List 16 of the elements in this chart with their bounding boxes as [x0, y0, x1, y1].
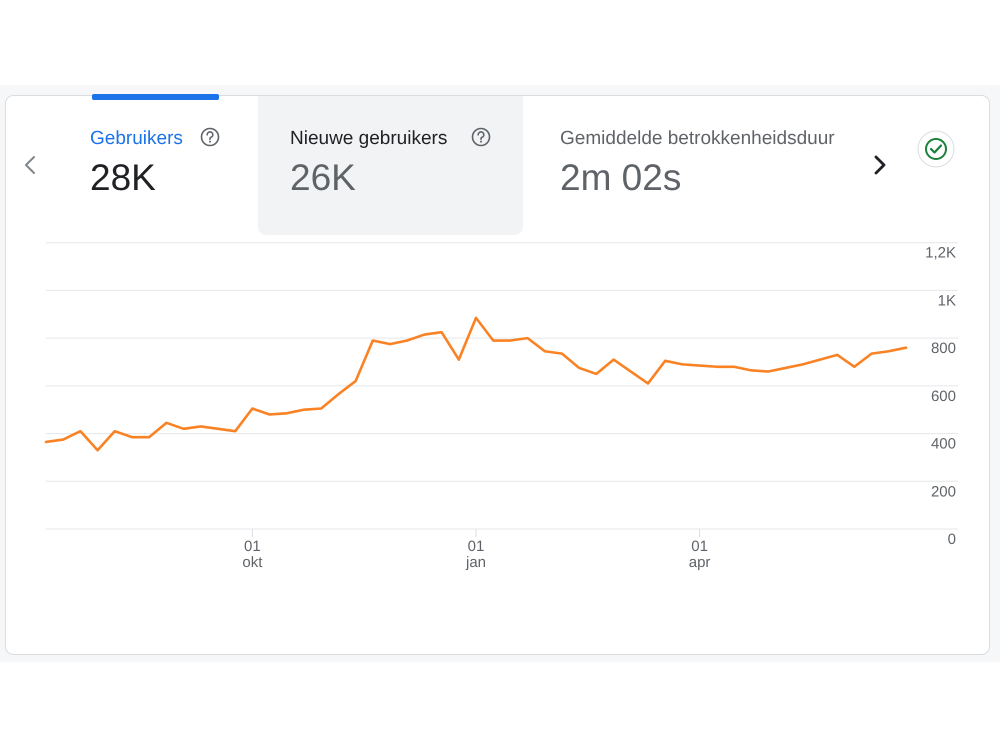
- text: Gebruikers: [90, 128, 183, 149]
- y-tick-label: 1K: [938, 292, 956, 310]
- x-tick-label: 01 jan: [464, 538, 486, 571]
- text: Gemiddelde betrokkenheidsduur: [560, 128, 836, 149]
- x-tick-label: 01 apr: [688, 538, 710, 571]
- y-tick-label: 200: [930, 483, 956, 500]
- y-tick-label: 0: [948, 531, 956, 548]
- text: 2m 02s: [560, 157, 682, 198]
- y-tick-label: 600: [930, 388, 956, 405]
- text: 26K: [290, 157, 356, 198]
- y-tick-label: 1,2K: [925, 244, 956, 262]
- text: 28K: [90, 157, 156, 198]
- y-tick-label: 800: [930, 340, 956, 358]
- x-tick-label: 01 okt: [242, 538, 264, 571]
- text: Nieuwe gebruikers: [290, 128, 448, 149]
- y-tick-label: 400: [930, 436, 956, 453]
